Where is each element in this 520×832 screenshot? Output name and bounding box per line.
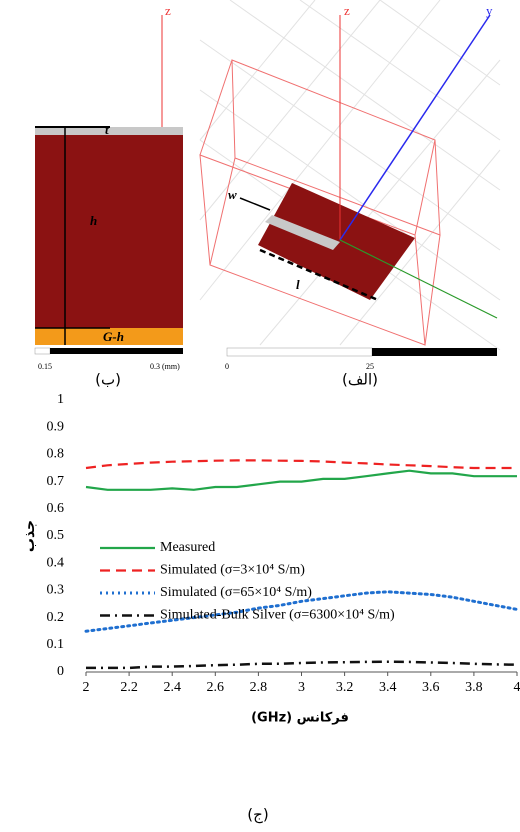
x-tick-label: 3.8: [465, 680, 483, 695]
label-w: w: [228, 187, 237, 202]
scale-bar: [227, 348, 372, 356]
top-layer: [35, 127, 183, 135]
x-tick-label: 3.2: [336, 680, 354, 695]
caption: (الف): [342, 371, 378, 389]
3d-model: z y w l 0 25 (الف): [200, 0, 500, 389]
scale-label: 25: [366, 362, 374, 371]
legend-label: Simulated (σ=65×10⁴ S/m): [160, 585, 312, 600]
label-l: l: [296, 277, 300, 292]
x-tick-label: 2.8: [250, 680, 268, 695]
y-tick-label: 0.5: [47, 528, 65, 543]
y-tick-label: 0.2: [47, 610, 65, 625]
caption: (ب): [95, 371, 121, 389]
dimension-arrow: [240, 198, 270, 210]
x-tick-label: 2.2: [120, 680, 138, 695]
caption: (ج): [247, 806, 268, 825]
label-h: h: [90, 213, 97, 228]
series-line: [86, 460, 517, 468]
cross-section: z t h G-h 0.15 0.3 (mm) (ب): [35, 3, 183, 389]
y-tick-label: 0.9: [47, 419, 65, 434]
y-axis: [340, 15, 490, 240]
scale-bar: [50, 348, 183, 354]
y-tick-label: 0.6: [47, 501, 65, 516]
label-g-h: G-h: [103, 329, 124, 344]
y-tick-label: 0.7: [47, 474, 65, 489]
y-tick-label: 0: [57, 664, 64, 679]
y-tick-label: 0.1: [47, 637, 65, 652]
axis-label: z: [344, 3, 350, 18]
x-tick-label: 3.6: [422, 680, 440, 695]
legend-label: Measured: [160, 540, 215, 555]
figure: z t h G-h 0.15 0.3 (mm) (ب): [0, 0, 520, 832]
x-axis-title: (GHz) فرکانس: [251, 711, 349, 726]
scale-label: 0.15: [38, 362, 52, 371]
scale-label: 0.3 (mm): [150, 362, 180, 371]
x-tick-label: 2.4: [163, 680, 181, 695]
series-line: [86, 471, 517, 490]
axis-label: y: [486, 3, 493, 18]
x-tick-label: 4: [514, 680, 520, 695]
legend-label: Simulated-Bulk Silver (σ=6300×10⁴ S/m): [160, 608, 395, 623]
y-tick-label: 1: [57, 392, 64, 407]
scale-bar: [35, 348, 50, 354]
y-tick-label: 0.3: [47, 583, 65, 598]
x-tick-label: 2.6: [207, 680, 225, 695]
label-t: t: [105, 122, 109, 137]
y-tick-label: 0.4: [47, 555, 65, 570]
legend-label: Simulated (σ=3×10⁴ S/m): [160, 563, 305, 578]
x-tick-label: 2: [83, 680, 90, 695]
y-tick-label: 0.8: [47, 447, 65, 462]
x-tick-label: 3.4: [379, 680, 397, 695]
axis-label: z: [165, 3, 171, 18]
chart: (GHz) فرکانس جذب (ج) 0 0.1 0.2 0.3 0.4 0.5 0.6…: [22, 392, 520, 824]
substrate: [35, 135, 183, 328]
x-tick-label: 3: [298, 680, 305, 695]
series-line: [86, 662, 517, 668]
y-axis-title: جذب: [22, 520, 38, 552]
scale-label: 0: [225, 362, 229, 371]
scale-bar: [372, 348, 497, 356]
